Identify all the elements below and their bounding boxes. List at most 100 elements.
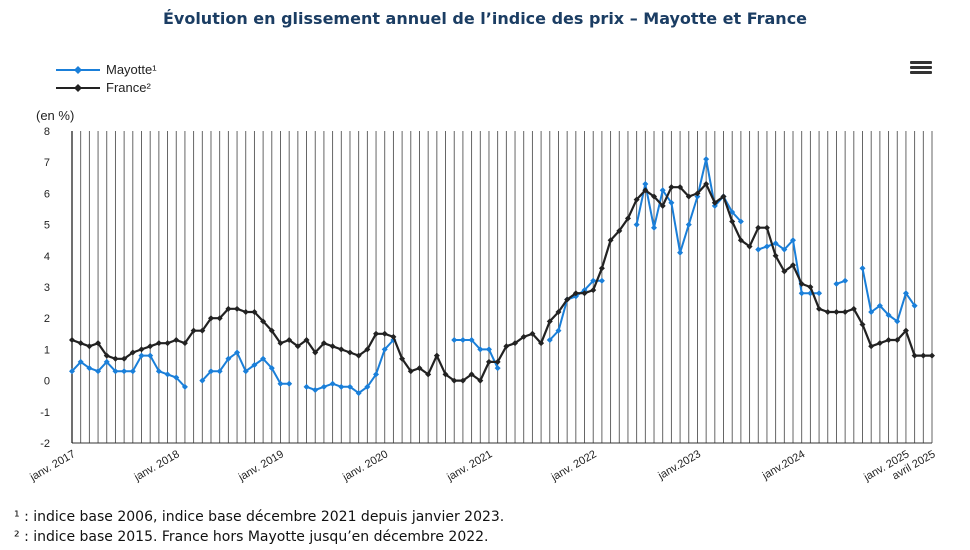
data-point xyxy=(121,355,128,362)
data-point xyxy=(763,224,770,231)
y-tick-label: 5 xyxy=(44,220,50,232)
data-point xyxy=(911,352,918,359)
data-point xyxy=(885,312,892,319)
data-point xyxy=(833,280,840,287)
data-point xyxy=(260,318,267,325)
data-point xyxy=(95,340,102,347)
data-point xyxy=(503,343,510,350)
data-point xyxy=(529,330,536,337)
data-point xyxy=(303,337,310,344)
data-point xyxy=(260,355,267,362)
data-point xyxy=(129,349,136,356)
data-point xyxy=(147,343,154,350)
y-tick-label: 1 xyxy=(44,344,50,356)
data-point xyxy=(199,377,206,384)
data-point xyxy=(112,355,119,362)
chart-panel xyxy=(12,0,958,550)
hamburger-menu-icon[interactable] xyxy=(906,58,936,78)
data-point xyxy=(425,371,432,378)
data-point xyxy=(485,346,492,353)
data-point xyxy=(459,377,466,384)
data-point xyxy=(373,330,380,337)
data-point xyxy=(234,349,241,356)
data-point xyxy=(355,352,362,359)
data-point xyxy=(894,318,901,325)
data-point xyxy=(181,340,188,347)
data-point xyxy=(477,346,484,353)
data-point xyxy=(286,380,293,387)
data-point xyxy=(286,337,293,344)
data-point xyxy=(277,380,284,387)
data-point xyxy=(651,224,658,231)
data-point xyxy=(711,199,718,206)
data-point xyxy=(147,352,154,359)
data-point xyxy=(364,346,371,353)
data-point xyxy=(268,365,275,372)
data-point xyxy=(729,209,736,216)
data-point xyxy=(468,337,475,344)
data-point xyxy=(876,302,883,309)
data-point xyxy=(737,218,744,225)
data-point xyxy=(86,365,93,372)
data-point xyxy=(103,358,110,365)
data-point xyxy=(381,330,388,337)
data-point xyxy=(720,193,727,200)
data-point xyxy=(555,308,562,315)
x-tick-label: janv. 2022 xyxy=(549,448,599,484)
data-point xyxy=(642,187,649,194)
footnote-france: ² : indice base 2015. France hors Mayott… xyxy=(14,529,489,545)
data-point xyxy=(755,224,762,231)
data-point xyxy=(737,237,744,244)
data-point xyxy=(572,290,579,297)
data-point xyxy=(155,368,162,375)
data-point xyxy=(312,349,319,356)
data-point xyxy=(842,308,849,315)
data-point xyxy=(181,383,188,390)
data-point xyxy=(242,308,249,315)
data-point xyxy=(69,337,75,344)
data-point xyxy=(294,343,301,350)
data-point xyxy=(763,243,770,250)
data-point xyxy=(173,374,180,381)
x-tick-label: janv. 2021 xyxy=(444,448,494,484)
data-point xyxy=(885,337,892,344)
data-point xyxy=(651,193,658,200)
data-point xyxy=(381,346,388,353)
data-point xyxy=(190,327,197,334)
data-point xyxy=(268,327,275,334)
data-point xyxy=(781,268,788,275)
data-point xyxy=(798,280,805,287)
data-point xyxy=(442,371,449,378)
data-point xyxy=(320,383,327,390)
data-point xyxy=(225,305,232,312)
data-point xyxy=(216,315,223,322)
x-tick-label: janv. 2019 xyxy=(236,448,286,484)
data-point xyxy=(920,352,927,359)
data-point xyxy=(790,237,797,244)
data-point xyxy=(459,337,466,344)
data-point xyxy=(399,355,406,362)
data-point xyxy=(677,184,684,191)
data-point xyxy=(373,371,380,378)
legend-label: France² xyxy=(106,80,151,95)
data-point xyxy=(755,246,762,253)
y-tick-label: 7 xyxy=(44,157,50,169)
data-point xyxy=(807,284,814,290)
data-point xyxy=(876,340,883,347)
chart-title: Évolution en glissement annuel de l’indi… xyxy=(162,9,808,28)
data-point xyxy=(234,305,241,312)
data-point xyxy=(225,355,232,362)
data-point xyxy=(859,321,866,328)
data-point xyxy=(616,227,623,234)
data-point xyxy=(703,156,710,163)
data-point xyxy=(346,383,353,390)
y-tick-label: -2 xyxy=(40,438,50,450)
data-point xyxy=(711,202,718,209)
data-point xyxy=(824,308,831,315)
data-point xyxy=(338,383,345,390)
data-point xyxy=(121,368,128,375)
y-tick-label: 0 xyxy=(44,376,50,388)
data-point xyxy=(86,343,93,350)
y-tick-label: -1 xyxy=(40,407,50,419)
data-point xyxy=(312,386,319,393)
